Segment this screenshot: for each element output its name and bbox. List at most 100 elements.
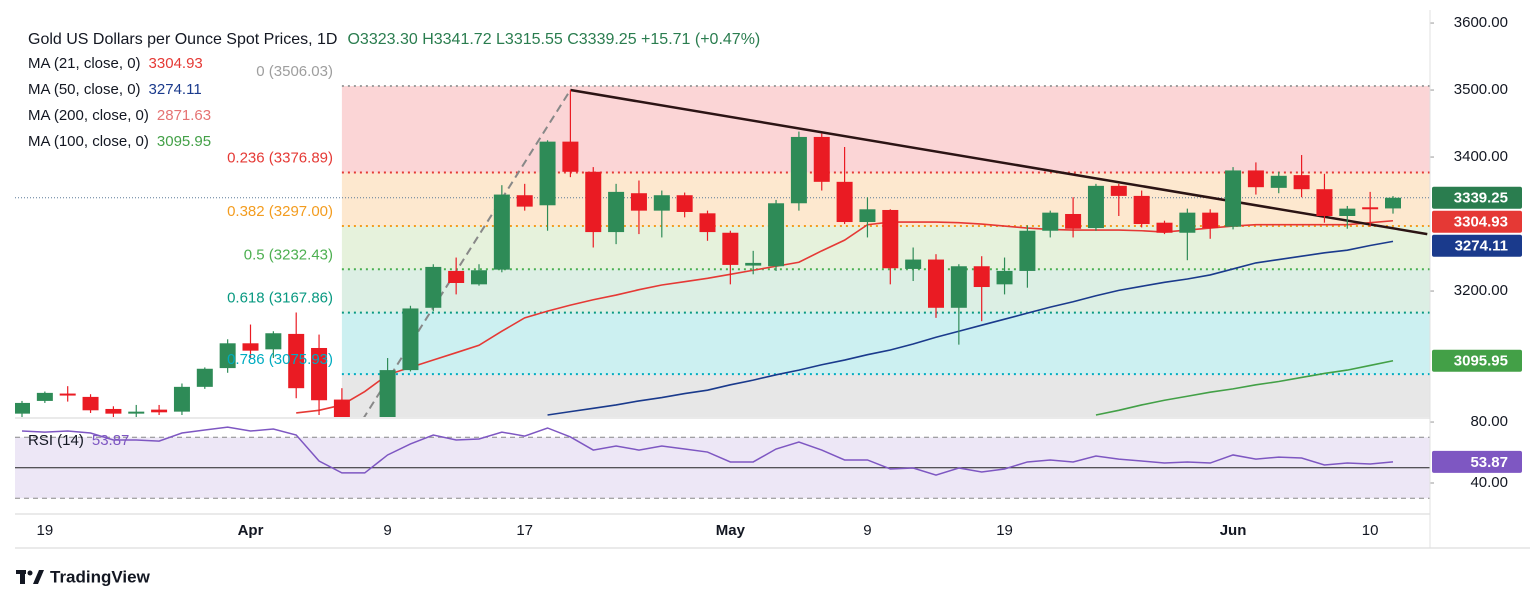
overlay: 0 (3506.03) 0.236 (3376.89) 0.382 (3297.00… [28, 14, 1522, 539]
fib-label: 0.382 (3297.00) [227, 203, 333, 220]
fib-label: 0 (3506.03) [256, 63, 333, 80]
price-tag [1432, 234, 1522, 257]
candle-body [1225, 170, 1242, 227]
candle-body [722, 232, 739, 265]
legend-value: 2871.63 [157, 107, 211, 124]
candle-body [950, 266, 967, 308]
candle-body [493, 194, 510, 270]
candle-body [1202, 212, 1219, 229]
candle-body [745, 262, 762, 266]
candle-body [1087, 185, 1104, 229]
x-tick-label: 19 [996, 522, 1013, 539]
ma-line [1095, 359, 1394, 416]
y-tick-label: 3500.00 [1454, 81, 1508, 98]
legend-entry: MA (21, close, 0) 3304.93 [28, 55, 203, 72]
y-tick-label: 3600.00 [1454, 14, 1508, 31]
candle-body [379, 370, 396, 417]
candle-body [585, 171, 602, 233]
candle-body [288, 333, 305, 389]
candle-body [608, 191, 625, 233]
candle-body [1339, 208, 1356, 216]
candle-body [1270, 175, 1287, 188]
header: Gold US Dollars per Ounce Spot Prices, 1… [28, 31, 760, 48]
rsi-tag-label: 53.87 [1470, 454, 1508, 471]
candle-body [1362, 207, 1379, 210]
price-tag [1432, 186, 1522, 209]
candle-body [653, 195, 670, 211]
candle-body [265, 333, 282, 350]
legend-entry: MA (50, close, 0) 3274.11 [28, 81, 202, 98]
candle-body [15, 402, 30, 414]
price-tag-label: 3274.11 [1455, 238, 1508, 255]
y-tick-label: 3200.00 [1454, 282, 1508, 299]
candle-body [790, 136, 807, 204]
candle-body [859, 209, 876, 223]
footer-brand: TradingView [50, 567, 151, 586]
candle-body [905, 259, 922, 269]
candle-body [1316, 189, 1333, 216]
price-tag-label: 3339.25 [1454, 190, 1508, 207]
legend-entry: MA (100, close, 0) 3095.95 [28, 133, 211, 150]
candle-body [173, 386, 190, 412]
candle-body [311, 347, 328, 401]
fib-label: 0.786 (3075.93) [227, 351, 333, 368]
candle-body [448, 270, 465, 283]
candle-body [1179, 212, 1196, 233]
rsi-legend: RSI (14) 53.87 [28, 432, 129, 449]
price-tag [1432, 210, 1522, 233]
candle-body [699, 213, 716, 233]
legend-name: MA (200, close, 0) [28, 107, 149, 124]
fib-label: 0.236 (3376.89) [227, 149, 333, 166]
candle-body [128, 411, 145, 414]
candle-body [196, 368, 213, 387]
legend-name: MA (50, close, 0) [28, 81, 141, 98]
candle-body [973, 266, 990, 288]
fib-label: 0.618 (3167.86) [227, 290, 333, 307]
x-tick-label: 10 [1362, 522, 1379, 539]
candle-body [630, 193, 647, 211]
x-tick-label: 19 [37, 522, 54, 539]
candle-body [1247, 170, 1264, 188]
ohlc: O3323.30 H3341.72 L3315.55 C3339.25 +15.… [347, 31, 760, 48]
candle-body [1019, 230, 1036, 271]
fib-band [341, 374, 1430, 417]
candle-body [768, 203, 785, 267]
rsi-value: 53.87 [92, 432, 130, 449]
ma-line [547, 240, 1394, 416]
trend-line [570, 88, 1428, 236]
candle-body [539, 141, 556, 206]
price-tag [1432, 349, 1522, 372]
fib-band [341, 269, 1430, 313]
candle-body [928, 259, 944, 308]
candle-body [59, 393, 76, 396]
candle-body [82, 396, 99, 411]
rsi-pane [15, 426, 1430, 499]
legend-value: 3274.11 [149, 81, 202, 98]
candle-body [425, 266, 442, 308]
price-tag-label: 3095.95 [1454, 353, 1508, 370]
candle-body [219, 343, 236, 369]
legend-name: MA (21, close, 0) [28, 55, 141, 72]
legend-entry: MA (200, close, 0) 2871.63 [28, 107, 211, 124]
price-pane [15, 84, 1430, 417]
fib-label: 0.5 (3232.43) [244, 246, 333, 263]
y-tick-label: 3400.00 [1454, 148, 1508, 165]
candle-body [1385, 197, 1401, 209]
rsi-line [21, 426, 1394, 476]
candle-body [151, 409, 168, 413]
candle-body [1293, 175, 1310, 190]
candle-body [1110, 185, 1127, 196]
x-tick-label: Jun [1220, 522, 1247, 539]
legend-value: 3095.95 [157, 133, 211, 150]
candle-body [836, 181, 853, 223]
x-tick-label: May [716, 522, 746, 539]
candle-body [882, 209, 899, 269]
legend-name: MA (100, close, 0) [28, 133, 149, 150]
logo [16, 570, 44, 584]
candle-body [1133, 195, 1150, 225]
candle-body [676, 195, 693, 212]
candle-body [813, 136, 830, 182]
candle-body [333, 399, 350, 417]
fib-band [341, 85, 1430, 173]
